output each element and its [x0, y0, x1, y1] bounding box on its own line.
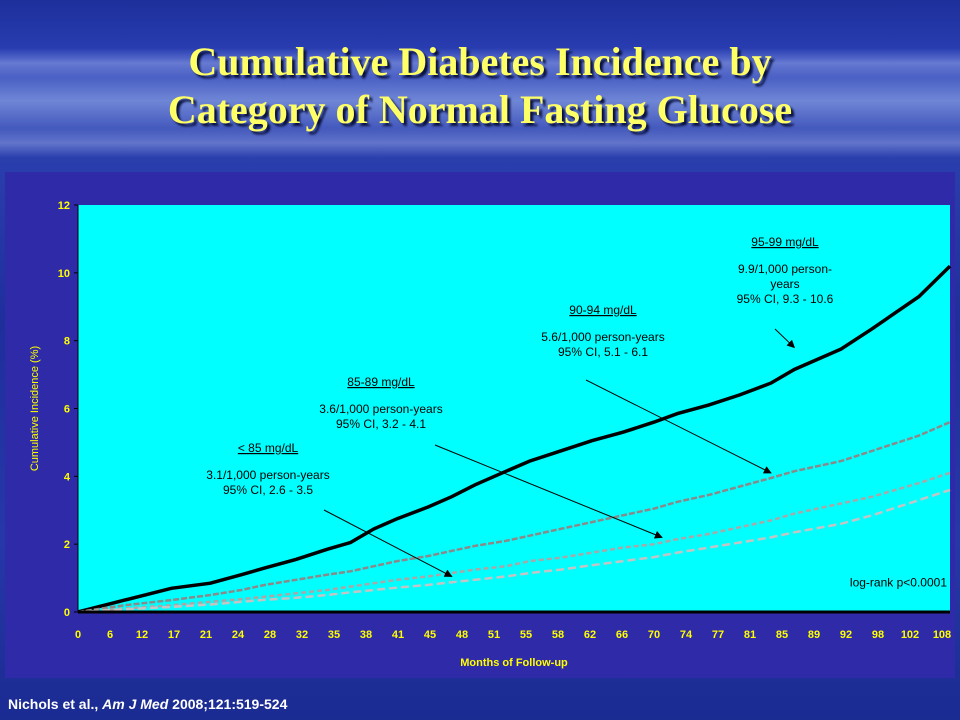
x-tick-label: 74 [680, 629, 693, 641]
slide-title-line-2: Category of Normal Fasting Glucose [167, 87, 793, 132]
x-tick-label: 81 [744, 629, 756, 641]
series-line-1 [77, 264, 952, 614]
annotation-text: 95% CI, 5.1 - 6.1 [558, 345, 648, 359]
x-tick-label: 17 [168, 629, 180, 641]
x-tick-label: 41 [392, 629, 404, 641]
plot-area [78, 205, 950, 612]
annotation-label: 95-99 mg/dL [751, 235, 819, 249]
x-tick-label: 85 [776, 629, 788, 641]
annotation-label: 90-94 mg/dL [569, 303, 637, 317]
series-line-2 [77, 420, 951, 614]
log-rank-note: log-rank p<0.0001 [850, 576, 947, 590]
x-axis-label: Months of Follow-up [460, 657, 568, 669]
x-tick-label: 66 [616, 629, 628, 641]
x-tick-label: 12 [136, 629, 148, 641]
x-tick-label: 77 [712, 629, 724, 641]
x-tick-label: 92 [840, 629, 852, 641]
x-tick-label: 58 [552, 629, 564, 641]
citation: Nichols et al., Am J Med 2008;121:519-52… [8, 696, 287, 712]
annotation-text: 95% CI, 3.2 - 4.1 [336, 417, 426, 431]
x-tick-label: 6 [107, 629, 113, 641]
x-tick-label: 55 [520, 629, 532, 641]
citation-journal: Am J Med [102, 696, 169, 712]
annotation-text: 3.6/1,000 person-years [319, 402, 442, 416]
annotation-label: 85-89 mg/dL [347, 375, 415, 389]
y-tick-label: 6 [64, 404, 70, 416]
x-tick-label: 45 [424, 629, 436, 641]
x-tick-label: 0 [75, 629, 81, 641]
title-streak-top [0, 48, 960, 78]
x-tick-label: 98 [872, 629, 884, 641]
y-tick-label: 4 [64, 471, 71, 483]
annotation-arrow [323, 509, 453, 577]
series-line-3 [77, 471, 951, 614]
x-tick-label: 62 [584, 629, 596, 641]
y-axis-label: Cumulative Incidence (%) [29, 346, 41, 471]
x-tick-label: 32 [296, 629, 308, 641]
x-tick-label: 89 [808, 629, 820, 641]
citation-ref: 2008;121:519-524 [168, 696, 288, 712]
annotation-text: 3.1/1,000 person-years [206, 468, 329, 482]
x-tick-label: 24 [232, 629, 245, 641]
series-layer [77, 264, 952, 614]
x-tick-label: 102 [901, 629, 919, 641]
chart-panel: 0 2 4 6 8 10 12 0 6 12 17 21 24 28 32 35 38 41 45 48 51 55 58 6… [5, 172, 955, 678]
x-tick-label: 38 [360, 629, 372, 641]
slide-title-line-1: Cumulative Diabetes Incidence by [188, 39, 772, 84]
annotation-label: < 85 mg/dL [238, 441, 299, 455]
y-tick-label: 0 [64, 607, 70, 619]
x-tick-label: 51 [488, 629, 500, 641]
slide-title: Cumulative Diabetes Incidence by Categor… [0, 38, 960, 134]
x-tick-label: 35 [328, 629, 340, 641]
annotation-text: years [770, 277, 799, 291]
y-tick-label: 10 [58, 268, 70, 280]
annotation-text: 5.6/1,000 person-years [541, 330, 664, 344]
x-tick-label: 21 [200, 629, 212, 641]
y-tick-label: 12 [58, 200, 70, 212]
annotation-arrow [434, 444, 663, 539]
citation-authors: Nichols et al., [8, 696, 103, 712]
x-tick-label: 70 [648, 629, 660, 641]
x-tick-label: 48 [456, 629, 468, 641]
x-tick-label: 108 [933, 629, 951, 641]
annotation-arrow [585, 379, 772, 474]
title-streak-bottom [0, 128, 960, 158]
annotation-arrow [774, 328, 796, 349]
y-tick-label: 2 [64, 539, 70, 551]
annotation-text: 95% CI, 9.3 - 10.6 [737, 292, 834, 306]
x-tick-label: 28 [264, 629, 276, 641]
y-tick-label: 8 [64, 336, 70, 348]
annotation-text: 95% CI, 2.6 - 3.5 [223, 483, 313, 497]
annotation-text: 9.9/1,000 person- [738, 262, 832, 276]
